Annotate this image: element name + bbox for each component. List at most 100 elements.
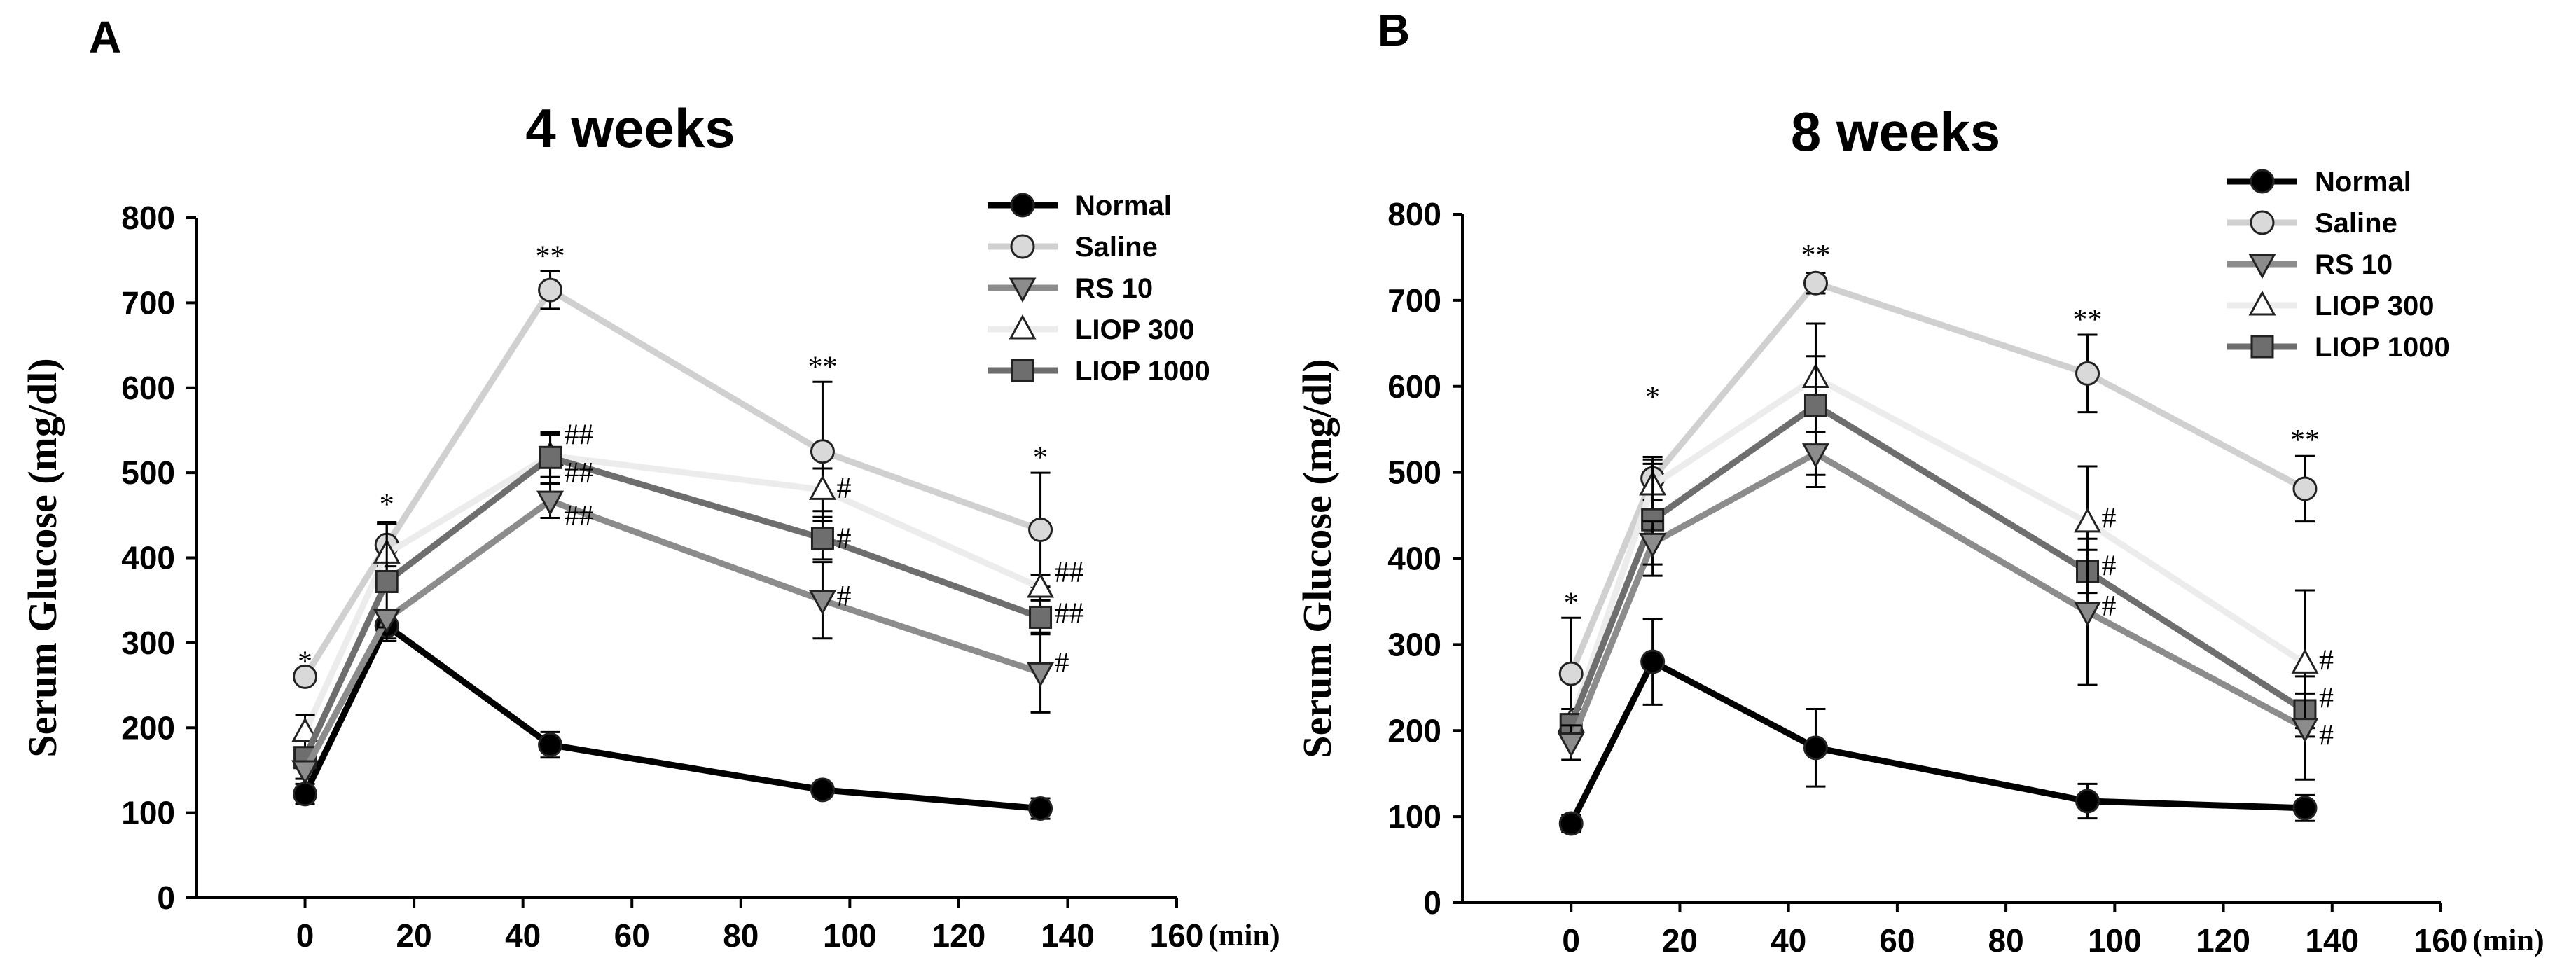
series-saline (1558, 270, 2318, 731)
x-axis-unit: (min) (1208, 918, 1280, 952)
series-normal (1558, 618, 2318, 836)
y-tick-label: 100 (1387, 798, 1441, 835)
significance-marker: ** (536, 240, 565, 272)
significance-marker: # (2319, 644, 2334, 676)
legend-marker (1011, 359, 1034, 382)
chart-panel-b: B 8 weeks 0 100 200 300 400 500 600 700 800 0 20 40 60… (1294, 5, 2544, 959)
y-axis-label: Serum Glucose (mg/dl) (20, 358, 65, 757)
significance-marker: # (836, 523, 851, 555)
data-point-marker (1029, 605, 1053, 629)
y-tick-label: 400 (121, 540, 175, 576)
x-tick-label: 160 (1150, 917, 1204, 954)
chart-panel-a: A 4 weeks 0 100 200 300 400 500 600 700 800 0 20 40 60… (20, 12, 1280, 954)
significance-marker: * (1564, 587, 1579, 619)
y-tick-label: 100 (121, 795, 175, 831)
data-point-marker (810, 777, 835, 803)
panel-letter: B (1378, 5, 1410, 55)
data-point-marker (1028, 517, 1053, 542)
legend: Normal Saline RS 10 LIOP 300 LIOP 1000 (988, 190, 1210, 387)
panel-letter: A (89, 12, 121, 62)
y-tick-label: 400 (1387, 541, 1441, 577)
legend-label: Saline (2315, 208, 2397, 239)
legend-marker (1009, 277, 1037, 303)
x-tick-label: 80 (1988, 922, 2024, 959)
legend-marker (1009, 314, 1037, 340)
data-point-marker (1640, 649, 1666, 674)
legend-marker (1010, 234, 1035, 259)
legend-label: RS 10 (2315, 249, 2393, 280)
y-tick-label: 0 (1423, 884, 1441, 921)
significance-marker: ## (565, 500, 594, 532)
x-tick-label: 80 (723, 917, 759, 954)
significance-marker: ** (2073, 304, 2103, 336)
data-point-marker (291, 760, 319, 786)
legend-marker (2248, 290, 2276, 316)
significance-marker: ## (565, 419, 594, 452)
data-point-marker (1639, 532, 1667, 558)
chart-title: 4 weeks (525, 97, 735, 159)
data-point-marker (291, 717, 319, 742)
x-tick-label: 0 (296, 917, 314, 954)
x-axis-unit: (min) (2472, 923, 2544, 957)
y-tick-label: 300 (121, 625, 175, 661)
y-tick-label: 200 (1387, 712, 1441, 749)
x-tick-label: 140 (1041, 917, 1095, 954)
legend-label: LIOP 300 (2315, 291, 2434, 321)
data-point-marker (810, 439, 835, 464)
y-tick-label: 300 (1387, 626, 1441, 662)
y-tick-label: 200 (121, 709, 175, 746)
data-point-marker (538, 732, 563, 758)
x-tick-label: 100 (823, 917, 877, 954)
x-tick-label: 40 (1771, 922, 1806, 959)
data-point-marker (1028, 796, 1053, 821)
series-normal (293, 611, 1053, 821)
data-point-marker (293, 664, 318, 689)
data-point-marker (1801, 443, 1830, 468)
data-point-marker (375, 569, 399, 593)
data-point-marker (810, 527, 834, 550)
data-point-marker (2073, 507, 2102, 533)
series-rs-10 (291, 482, 1055, 786)
y-tick-label: 700 (1387, 282, 1441, 319)
y-tick-label: 600 (121, 370, 175, 406)
data-point-marker (1027, 572, 1055, 598)
legend-marker (2250, 169, 2275, 194)
x-tick-label: 0 (1562, 922, 1580, 959)
legend-marker (2248, 254, 2276, 279)
significance-marker: ** (808, 351, 837, 383)
x-tick-label: 20 (396, 917, 432, 954)
x-tick-label: 140 (2305, 922, 2359, 959)
y-tick-label: 800 (121, 200, 175, 236)
significance-marker: # (836, 473, 851, 505)
y-tick-label: 500 (121, 454, 175, 491)
data-point-marker (1557, 732, 1585, 758)
data-point-marker (2291, 648, 2319, 674)
data-point-marker (2075, 789, 2100, 814)
significance-marker: * (380, 489, 394, 521)
legend-marker (2250, 335, 2274, 359)
data-point-marker (2075, 361, 2100, 386)
data-point-marker (2292, 476, 2318, 501)
data-point-marker (538, 277, 563, 303)
x-tick-label: 20 (1662, 922, 1698, 959)
series-line (302, 286, 1042, 679)
series-liop-300 (291, 433, 1055, 751)
significance-marker: # (2102, 503, 2117, 535)
data-point-marker (1027, 662, 1055, 688)
y-tick-label: 800 (1387, 196, 1441, 232)
series-line (1568, 658, 2306, 825)
data-point-marker (808, 475, 836, 500)
data-point-marker (1803, 735, 1828, 761)
y-tick-label: 600 (1387, 368, 1441, 405)
significance-marker: # (2102, 590, 2117, 623)
significance-marker: # (2319, 719, 2334, 751)
data-point-marker (1558, 661, 1584, 686)
data-point-marker (536, 490, 565, 516)
significance-marker: * (298, 646, 312, 678)
data-point-marker (2291, 718, 2319, 743)
y-tick-label: 700 (121, 284, 175, 321)
significance-marker: # (836, 581, 851, 613)
x-tick-label: 120 (2196, 922, 2250, 959)
significance-marker: # (1055, 647, 1069, 679)
